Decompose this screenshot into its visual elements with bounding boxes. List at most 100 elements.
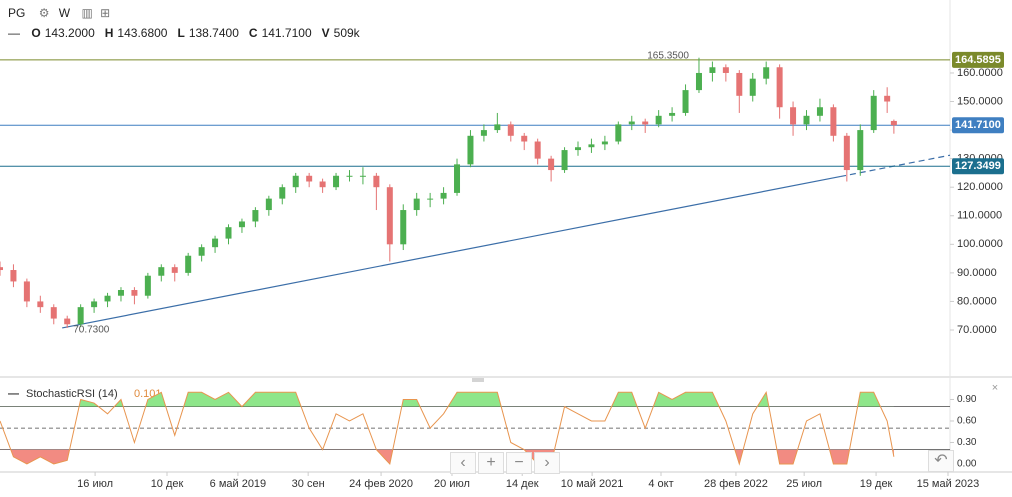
y-tick-label: 0.00 xyxy=(957,459,977,470)
candle-body xyxy=(144,275,151,296)
x-tick-label: 15 май 2023 xyxy=(917,478,980,490)
candle-body xyxy=(0,267,3,271)
candle-body xyxy=(225,227,232,239)
pane-collapse[interactable]: — xyxy=(8,388,19,400)
y-tick-label: 120.0000 xyxy=(957,181,1003,193)
y-tick-label: 0.90 xyxy=(957,394,977,405)
settings-icon[interactable]: ⚙ xyxy=(38,6,50,20)
x-tick-label: 20 июл xyxy=(434,478,470,490)
candle-body xyxy=(23,281,30,302)
x-tick-label: 16 июл xyxy=(77,478,113,490)
ohlc-value: 141.7100 xyxy=(261,26,312,40)
candle-body xyxy=(467,135,474,165)
close-indicator[interactable]: × xyxy=(992,382,998,394)
ohlc-key: O xyxy=(31,26,41,40)
candle-body xyxy=(494,124,501,131)
y-tick-label: 150.0000 xyxy=(957,95,1003,107)
candle-body xyxy=(669,112,676,116)
candle-body xyxy=(722,67,729,73)
candle-body xyxy=(212,238,219,248)
x-tick-label: 25 июл xyxy=(786,478,822,490)
price-line-label: 127.3499 xyxy=(955,160,1001,172)
candle-body xyxy=(736,72,743,96)
candle-body xyxy=(279,187,286,199)
candle-body xyxy=(890,120,897,126)
x-tick-label: 19 дек xyxy=(860,478,893,490)
y-tick-label: 70.0000 xyxy=(957,324,997,336)
price-line-tag xyxy=(952,117,1004,134)
symbol[interactable]: PG xyxy=(8,6,26,20)
candle-body xyxy=(131,290,138,296)
candle-body xyxy=(615,124,622,142)
candle-body xyxy=(507,124,514,136)
x-tick-label: 14 дек xyxy=(506,478,539,490)
candle-body xyxy=(427,198,434,200)
candle-body xyxy=(37,301,44,308)
interval[interactable]: W xyxy=(58,6,71,20)
candle-body xyxy=(628,121,635,125)
candle-body xyxy=(480,130,487,136)
price-line-label: 141.7100 xyxy=(955,119,1001,131)
ohlc-key: V xyxy=(321,26,330,40)
candle-body xyxy=(534,141,541,159)
collapse-icon[interactable]: — xyxy=(8,26,20,40)
scroll-left[interactable]: ‹ xyxy=(450,452,476,474)
candle-body xyxy=(64,318,71,325)
candle-body xyxy=(238,221,245,228)
candle-body xyxy=(695,72,702,91)
candle-body xyxy=(413,198,420,211)
x-tick-label: 10 май 2021 xyxy=(561,478,624,490)
scroll-right[interactable]: › xyxy=(534,452,560,474)
reset-view[interactable]: ↶ xyxy=(928,450,954,472)
x-tick-label: 10 дек xyxy=(151,478,184,490)
candle-body xyxy=(870,95,877,131)
toolbar: PG ⚙ W ▥ ⊞ xyxy=(8,6,110,20)
trendline xyxy=(62,175,841,329)
candle-body xyxy=(884,95,891,102)
zoom-in[interactable]: + xyxy=(478,452,504,474)
ohlc-value: 143.2000 xyxy=(44,26,95,40)
candle-body xyxy=(91,301,98,308)
candle-body xyxy=(77,307,84,325)
x-tick-label: 30 сен xyxy=(292,478,325,490)
candle-body xyxy=(682,90,689,113)
candle-body xyxy=(830,107,837,136)
candle-body xyxy=(763,67,770,79)
candle-body xyxy=(816,107,823,116)
y-tick-label: 90.0000 xyxy=(957,267,997,279)
low-annotation: 70.7300 xyxy=(73,325,110,336)
y-tick-label: 0.30 xyxy=(957,437,977,448)
candle-body xyxy=(601,141,608,145)
candle-body xyxy=(104,295,111,302)
candle-body xyxy=(265,198,272,211)
ohlc-key: H xyxy=(104,26,114,40)
candle-body xyxy=(359,175,366,177)
ohlc-value: 138.7400 xyxy=(188,26,239,40)
candle-body xyxy=(561,150,568,171)
candle-body xyxy=(857,130,864,171)
candle-body xyxy=(574,147,581,151)
zoom-out[interactable]: − xyxy=(506,452,532,474)
stoch-rsi-line xyxy=(0,390,895,466)
candle-body xyxy=(655,115,662,125)
candle-body xyxy=(333,175,340,188)
candle-body xyxy=(346,175,353,177)
y-tick-label: 0.60 xyxy=(957,416,977,427)
candle-body xyxy=(198,247,205,256)
ohlc-key: L xyxy=(177,26,185,40)
price-line-tag xyxy=(952,158,1004,175)
ohlc-key: C xyxy=(248,26,258,40)
add-icon[interactable]: ⊞ xyxy=(100,6,111,20)
candle-body xyxy=(158,267,165,276)
candle-body xyxy=(292,175,299,188)
ohlc-row: — O 143.2000 H 143.6800 L 138.7400 C 141.7100 V 5… xyxy=(8,26,370,40)
chart-type-icon[interactable]: ▥ xyxy=(81,6,93,20)
candle-body xyxy=(749,78,756,96)
candle-body xyxy=(319,181,326,188)
overbought-fill xyxy=(79,392,881,407)
candle-body xyxy=(642,121,649,125)
candle-body xyxy=(400,210,407,245)
candle-body xyxy=(50,307,57,319)
